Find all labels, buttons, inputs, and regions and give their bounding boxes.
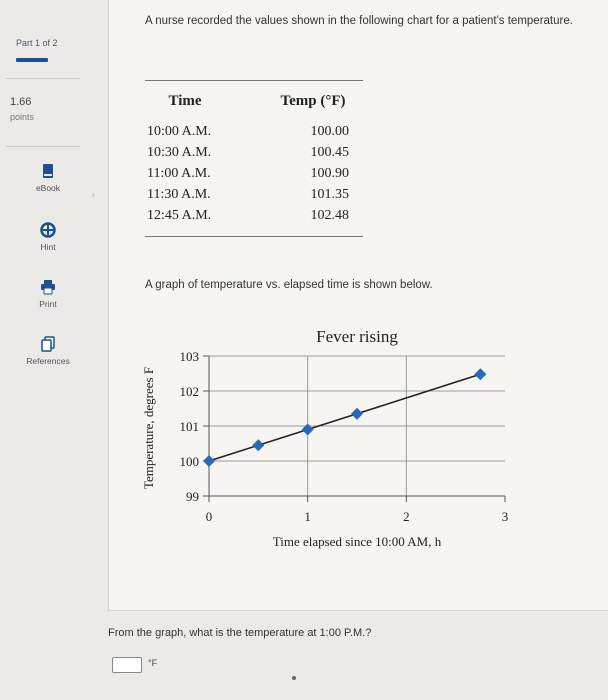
temperature-chart: Fever rising 99 100 101 102 103 0 1 2 3 Time ela… — [141, 327, 509, 549]
temperature-answer-input[interactable] — [112, 657, 142, 673]
lifebuoy-icon — [40, 222, 56, 238]
x-axis-label: Time elapsed since 10:00 AM, h — [273, 534, 442, 549]
dot-mark — [292, 676, 296, 680]
x-tick-label: 0 — [206, 509, 213, 524]
divider — [6, 78, 80, 79]
temperature-table: Time Temp (°F) 10:00 A.M. 100.00 10:30 A… — [145, 80, 363, 237]
cell-temp: 100.90 — [310, 165, 350, 181]
question-panel: A nurse recorded the values shown in the… — [108, 0, 608, 611]
cell-time: 10:30 A.M. — [147, 144, 212, 160]
data-point — [301, 423, 314, 436]
graph-intro-text: A graph of temperature vs. elapsed time … — [145, 279, 433, 291]
print-label: Print — [39, 299, 57, 309]
references-label: References — [26, 356, 70, 366]
divider — [6, 146, 80, 147]
book-icon — [43, 164, 53, 178]
header-time: Time — [168, 92, 202, 109]
cell-temp: 101.35 — [310, 186, 350, 202]
ebook-button[interactable]: eBook — [0, 163, 96, 193]
cell-temp: 100.00 — [310, 123, 350, 139]
y-tick-label: 103 — [180, 349, 200, 364]
x-tick-label: 3 — [502, 509, 509, 524]
cell-time: 10:00 A.M. — [147, 123, 212, 139]
references-button[interactable]: References — [0, 336, 96, 366]
x-tick-label: 2 — [403, 509, 410, 524]
left-sidebar: Part 1 of 2 1.66 points eBook › Hint Pri… — [0, 0, 108, 700]
table-row: 10:30 A.M. 100.45 — [145, 142, 363, 163]
part-progress-bar — [16, 58, 48, 62]
points-label: points — [10, 112, 35, 122]
y-tick-label: 102 — [180, 384, 200, 399]
printer-icon — [41, 280, 55, 295]
table-row: 12:45 A.M. 102.48 — [145, 205, 363, 226]
table-row: 11:30 A.M. 101.35 — [145, 184, 363, 205]
chevron-right-icon: › — [92, 190, 95, 199]
y-tick-label: 101 — [180, 419, 200, 434]
series-line — [208, 373, 481, 462]
references-icon — [41, 336, 55, 352]
unit-label: °F — [148, 658, 158, 668]
cell-time: 11:30 A.M. — [147, 186, 211, 202]
y-tick-label: 99 — [186, 489, 199, 504]
print-button[interactable]: Print — [0, 279, 96, 309]
chart-title: Fever rising — [316, 327, 398, 346]
header-temp: Temp (°F) — [280, 92, 346, 109]
x-tick-label: 1 — [304, 509, 311, 524]
table-header: Time Temp (°F) — [145, 81, 363, 121]
cell-temp: 102.48 — [310, 207, 350, 223]
followup-question: From the graph, what is the temperature … — [108, 627, 372, 639]
hint-button[interactable]: Hint — [0, 222, 96, 252]
cell-time: 11:00 A.M. — [147, 165, 211, 181]
hint-label: Hint — [40, 242, 56, 252]
question-text: A nurse recorded the values shown in the… — [145, 15, 573, 27]
table-row: 10:00 A.M. 100.00 — [145, 121, 363, 142]
data-point — [351, 407, 363, 420]
ebook-label: eBook — [35, 183, 61, 193]
data-point — [252, 439, 265, 452]
table-row: 11:00 A.M. 100.90 — [145, 163, 363, 184]
part-indicator: Part 1 of 2 — [16, 38, 58, 48]
data-point — [474, 368, 487, 381]
y-tick-label: 100 — [180, 454, 200, 469]
y-axis-label: Temperature, degrees F — [141, 367, 156, 489]
cell-time: 12:45 A.M. — [147, 207, 212, 223]
points-value: 1.66 — [10, 96, 32, 108]
cell-temp: 100.45 — [310, 144, 350, 160]
data-point — [203, 455, 215, 467]
